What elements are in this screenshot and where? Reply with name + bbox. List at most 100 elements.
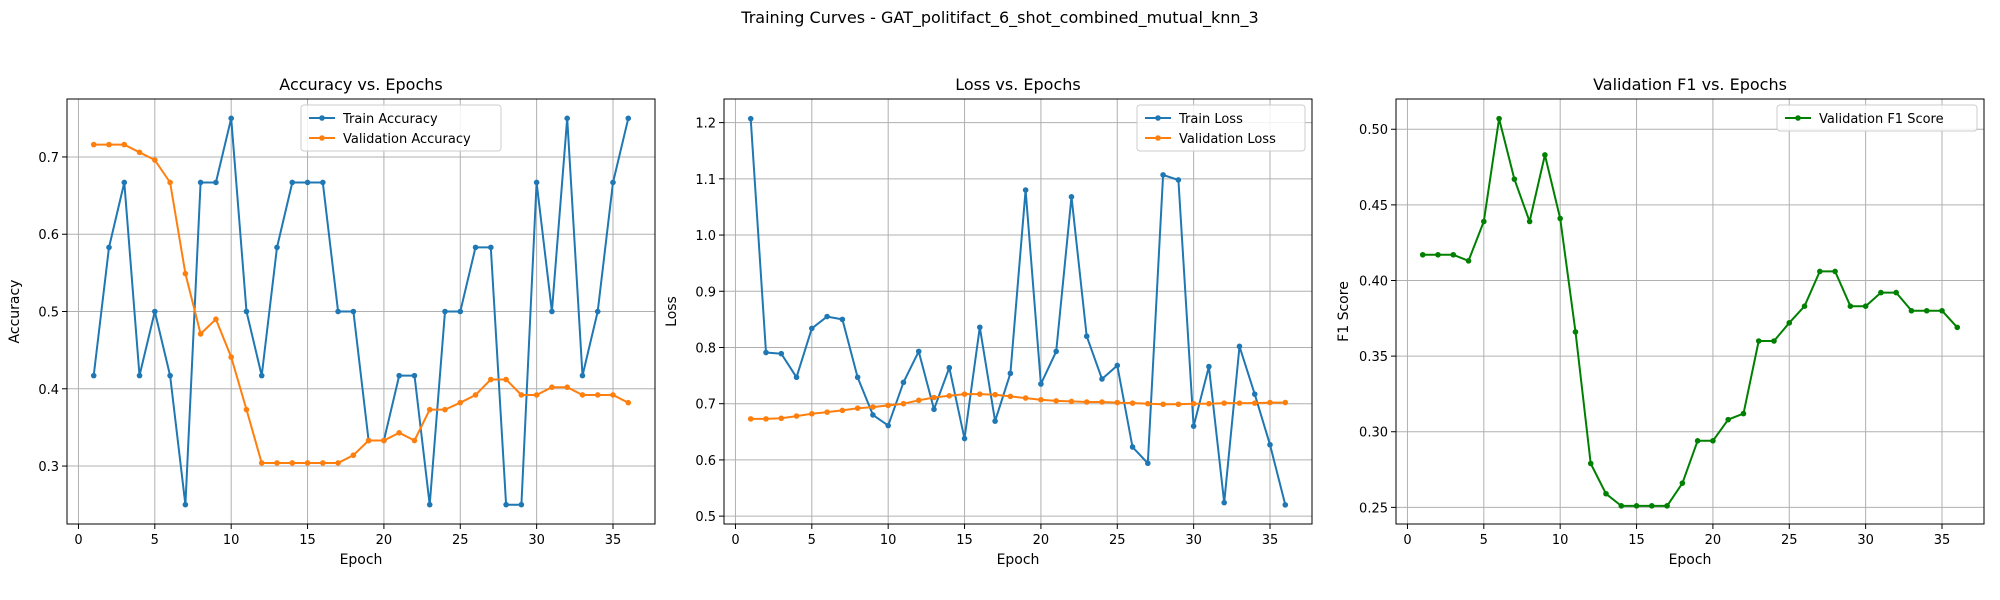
data-point: [1725, 416, 1731, 423]
legend-label: Train Accuracy: [342, 112, 438, 127]
data-point: [243, 406, 250, 413]
data-point: [1099, 399, 1105, 405]
x-tick-label: 30: [1185, 533, 1202, 548]
x-tick-label: 5: [1480, 533, 1488, 548]
data-point: [106, 141, 112, 148]
x-tick-label: 0: [74, 533, 82, 548]
x-tick-label: 35: [1262, 533, 1279, 548]
data-point: [564, 115, 570, 122]
data-point: [518, 392, 525, 398]
data-point: [1053, 398, 1059, 404]
data-point: [900, 379, 907, 386]
y-axis-label: Loss: [664, 296, 680, 327]
x-tick-label: 10: [223, 533, 240, 548]
data-point: [426, 501, 433, 508]
data-point: [1710, 438, 1716, 444]
data-point: [1129, 444, 1136, 450]
data-point: [854, 405, 861, 411]
legend-label: Validation Accuracy: [343, 132, 471, 147]
data-point: [274, 460, 280, 466]
data-point: [472, 244, 479, 251]
legend: Validation F1 Score: [1776, 104, 1978, 132]
data-point: [610, 392, 616, 398]
data-point: [258, 460, 265, 466]
data-point: [304, 460, 311, 466]
data-point: [610, 179, 616, 186]
y-tick-label: 0.7: [695, 398, 716, 413]
data-point: [1923, 307, 1930, 314]
x-axis-label: Epoch: [997, 552, 1040, 568]
data-point: [533, 392, 540, 398]
data-point: [931, 406, 937, 413]
data-point: [1282, 399, 1289, 406]
data-point: [915, 397, 922, 404]
legend-marker: [1795, 115, 1801, 121]
data-point: [488, 376, 494, 383]
y-tick-label: 0.5: [38, 306, 59, 321]
data-point: [854, 374, 861, 381]
series-line: [1422, 117, 1959, 507]
data-point: [1251, 400, 1258, 406]
data-point: [442, 308, 448, 315]
x-tick-label: 35: [605, 533, 622, 548]
data-point: [213, 316, 219, 323]
data-point: [1496, 115, 1502, 122]
chart-title: Validation F1 vs. Epochs: [1593, 75, 1787, 94]
data-point: [793, 374, 800, 381]
x-tick-label: 20: [376, 533, 393, 548]
x-tick-label: 30: [1857, 533, 1874, 548]
legend-marker: [1155, 115, 1161, 121]
data-point: [564, 384, 570, 391]
x-axis-label: Epoch: [1669, 552, 1712, 568]
data-point: [946, 364, 953, 371]
data-point: [1572, 329, 1579, 335]
data-point: [1542, 152, 1548, 158]
data-point: [335, 308, 341, 315]
data-point: [1755, 338, 1762, 344]
data-point: [1007, 393, 1014, 400]
data-point: [365, 437, 372, 444]
data-point: [1160, 172, 1166, 178]
y-tick-label: 1.0: [695, 229, 716, 244]
data-point: [1175, 177, 1182, 183]
data-point: [1786, 320, 1793, 326]
data-point: [961, 435, 968, 442]
chart-title: Accuracy vs. Epochs: [279, 75, 442, 94]
loss-chart: Loss vs. Epochs 0 5 10 15 20 25 30 35 0.5 0.6 0.7 0.…: [664, 75, 1313, 568]
data-point: [625, 115, 632, 122]
y-tick-label: 0.35: [1359, 350, 1388, 365]
data-point: [1038, 381, 1044, 387]
data-point: [167, 372, 173, 379]
data-point: [1878, 289, 1884, 296]
data-point: [1114, 362, 1121, 369]
data-point: [1022, 395, 1029, 401]
y-axis-label: Accuracy: [7, 280, 23, 344]
data-point: [320, 460, 326, 466]
data-point: [533, 179, 540, 186]
y-axis-label: F1 Score: [1336, 281, 1352, 342]
x-tick-label: 0: [1403, 533, 1411, 548]
data-point: [809, 411, 815, 417]
data-point: [839, 407, 846, 414]
data-point: [1267, 399, 1273, 406]
data-point: [197, 331, 204, 337]
data-point: [594, 392, 601, 398]
data-point: [1022, 187, 1029, 193]
data-point: [1145, 400, 1151, 407]
x-tick-label: 15: [956, 533, 973, 548]
data-point: [1587, 460, 1594, 467]
data-point: [1862, 303, 1869, 310]
data-point: [1129, 400, 1136, 406]
data-point: [778, 415, 785, 422]
x-tick-label: 25: [1109, 533, 1126, 548]
data-point: [870, 412, 876, 418]
data-point: [1481, 218, 1487, 225]
data-point: [213, 179, 219, 186]
plot-frame: [1395, 98, 1985, 525]
data-point: [824, 409, 830, 415]
legend-box: [300, 104, 502, 152]
data-point: [1007, 370, 1014, 377]
series-line: [750, 393, 1286, 420]
legend-label: Train Loss: [1178, 112, 1243, 127]
